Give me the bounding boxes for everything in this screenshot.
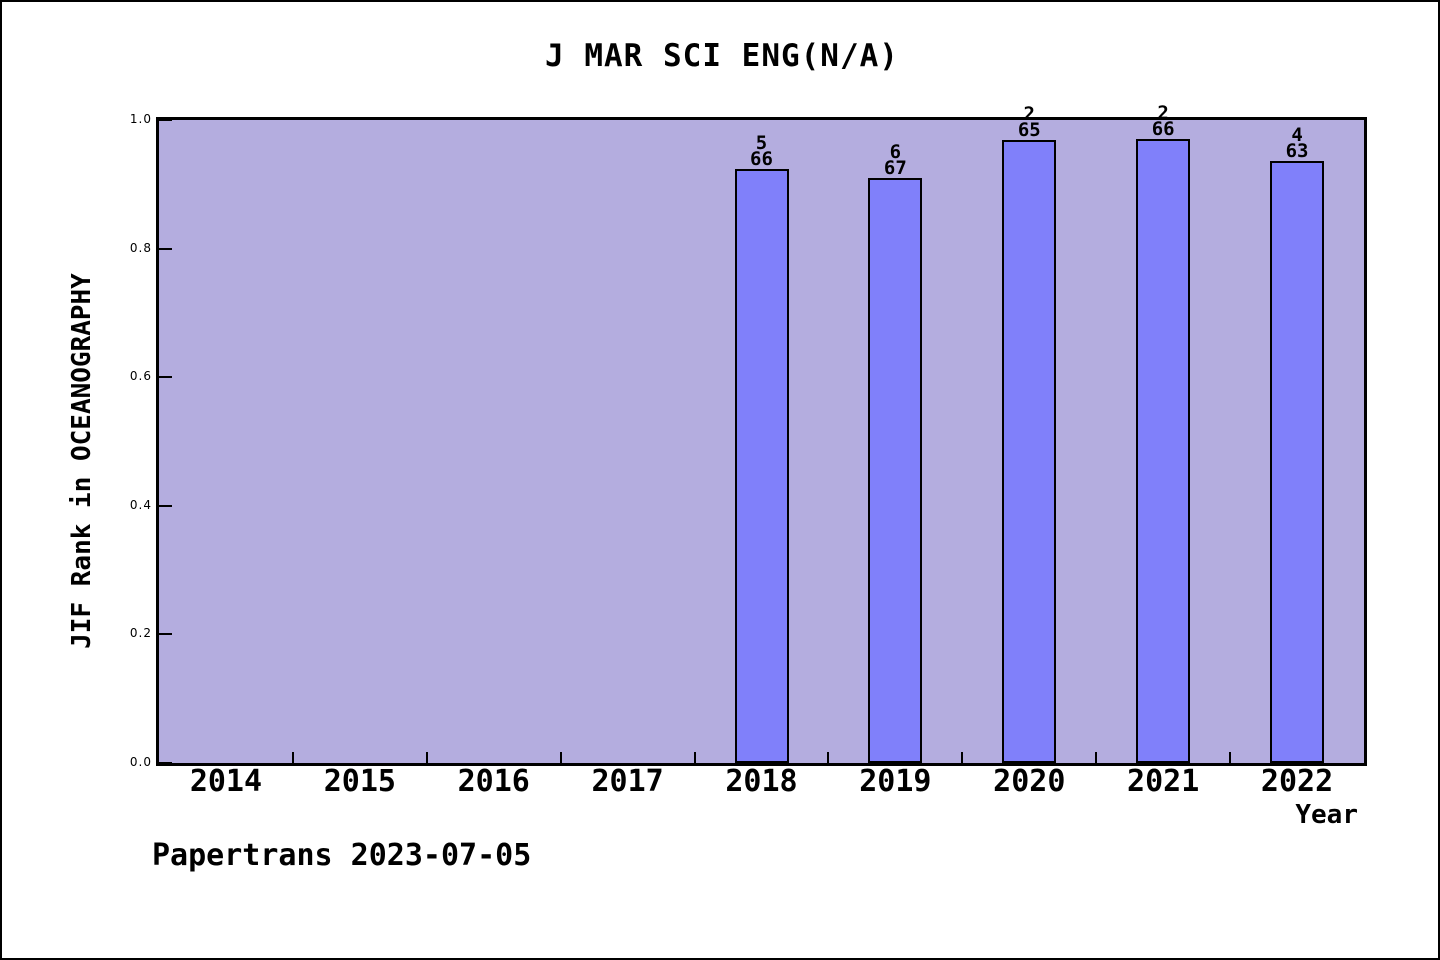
- y-tick-label-0.2: 0.2: [129, 626, 152, 641]
- x-axis-tick: [961, 752, 964, 763]
- bar-2020: [1002, 140, 1057, 763]
- y-axis-tick: [159, 762, 172, 764]
- x-tick-label-2019: 2019: [859, 764, 932, 799]
- x-tick-label-2016: 2016: [457, 764, 530, 799]
- plot-inner: 5 66 6 67 2 65 2 66 4 63: [159, 104, 1364, 764]
- bar-2022: [1270, 161, 1325, 763]
- y-axis-tick: [159, 633, 172, 636]
- x-tick-label-2022: 2022: [1260, 764, 1334, 799]
- y-tick-label-0.8: 0.8: [129, 240, 152, 255]
- y-axis-title: JIF Rank in OCEANOGRAPHY: [67, 273, 97, 649]
- bar-2021: [1136, 139, 1191, 763]
- x-axis-tick: [559, 752, 562, 763]
- x-tick-label-2017: 2017: [591, 764, 664, 799]
- bar-value-label-2020: 2 65: [1017, 103, 1041, 141]
- x-axis-title: Year: [1295, 800, 1358, 830]
- bar-value-label-2019: 6 67: [883, 141, 907, 179]
- y-tick-label-0.0: 0.0: [129, 755, 152, 769]
- x-axis-tick: [425, 752, 428, 763]
- y-tick-label-1.0: 1.0: [129, 112, 152, 126]
- x-axis-tick: [1095, 752, 1098, 763]
- x-tick-label-2015: 2015: [323, 764, 396, 799]
- bar-2018: [734, 169, 789, 763]
- x-axis-tick: [693, 752, 696, 763]
- x-axis-tick: [291, 752, 294, 763]
- y-tick-label-0.6: 0.6: [129, 369, 152, 384]
- bar-2019: [868, 178, 923, 763]
- x-tick-label-2021: 2021: [1127, 764, 1200, 799]
- bar-value-label-2021: 2 66: [1151, 102, 1175, 140]
- x-tick-label-2018: 2018: [725, 764, 798, 799]
- y-tick-label-0.4: 0.4: [129, 497, 152, 512]
- bar-value-label-2018: 5 66: [750, 132, 773, 170]
- y-axis-tick: [159, 119, 172, 121]
- chart-title: J MAR SCI ENG(N/A): [545, 38, 899, 74]
- x-axis-tick: [827, 752, 830, 763]
- watermark-text: Papertrans 2023-07-05: [152, 838, 532, 873]
- y-axis-tick: [159, 504, 172, 507]
- y-axis-tick: [159, 247, 172, 250]
- x-axis-tick: [1229, 752, 1232, 763]
- x-tick-label-2014: 2014: [189, 764, 263, 799]
- bar-value-label-2022: 4 63: [1285, 124, 1309, 162]
- y-axis-tick: [159, 376, 172, 379]
- x-tick-label-2020: 2020: [993, 764, 1066, 799]
- plot-area: 5 66 6 67 2 65 2 66 4 63: [156, 104, 1367, 766]
